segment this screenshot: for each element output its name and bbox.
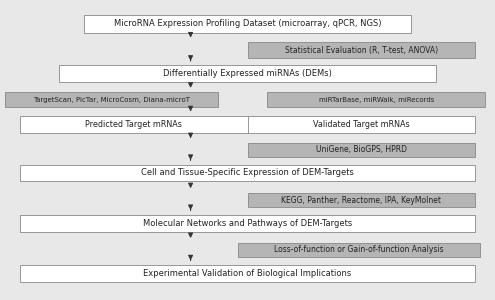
FancyBboxPatch shape (248, 42, 475, 58)
Text: Predicted Target mRNAs: Predicted Target mRNAs (85, 120, 182, 129)
Text: Differentially Expressed miRNAs (DEMs): Differentially Expressed miRNAs (DEMs) (163, 69, 332, 78)
FancyBboxPatch shape (248, 193, 475, 207)
FancyBboxPatch shape (5, 92, 218, 107)
Text: Validated Target mRNAs: Validated Target mRNAs (313, 120, 410, 129)
FancyBboxPatch shape (84, 14, 411, 33)
FancyBboxPatch shape (238, 243, 480, 257)
Text: KEGG, Panther, Reactome, IPA, KeyMolnet: KEGG, Panther, Reactome, IPA, KeyMolnet (281, 196, 442, 205)
Text: MicroRNA Expression Profiling Dataset (microarray, qPCR, NGS): MicroRNA Expression Profiling Dataset (m… (114, 19, 381, 28)
Text: Loss-of-function or Gain-of-function Analysis: Loss-of-function or Gain-of-function Ana… (274, 245, 444, 254)
FancyBboxPatch shape (248, 143, 475, 157)
FancyBboxPatch shape (20, 265, 475, 282)
FancyBboxPatch shape (20, 116, 475, 133)
Text: Experimental Validation of Biological Implications: Experimental Validation of Biological Im… (144, 269, 351, 278)
FancyBboxPatch shape (267, 92, 485, 107)
Text: UniGene, BioGPS, HPRD: UniGene, BioGPS, HPRD (316, 146, 407, 154)
Text: Statistical Evaluation (R, T-test, ANOVA): Statistical Evaluation (R, T-test, ANOVA… (285, 46, 438, 55)
Text: Molecular Networks and Pathways of DEM-Targets: Molecular Networks and Pathways of DEM-T… (143, 219, 352, 228)
FancyBboxPatch shape (20, 164, 475, 182)
FancyBboxPatch shape (59, 65, 436, 82)
Text: TargetScan, PicTar, MicroCosm, Diana-microT: TargetScan, PicTar, MicroCosm, Diana-mic… (33, 97, 190, 103)
Text: miRTarBase, miRWalk, miRecords: miRTarBase, miRWalk, miRecords (318, 97, 434, 103)
FancyBboxPatch shape (20, 214, 475, 232)
Text: Cell and Tissue-Specific Expression of DEM-Targets: Cell and Tissue-Specific Expression of D… (141, 169, 354, 178)
